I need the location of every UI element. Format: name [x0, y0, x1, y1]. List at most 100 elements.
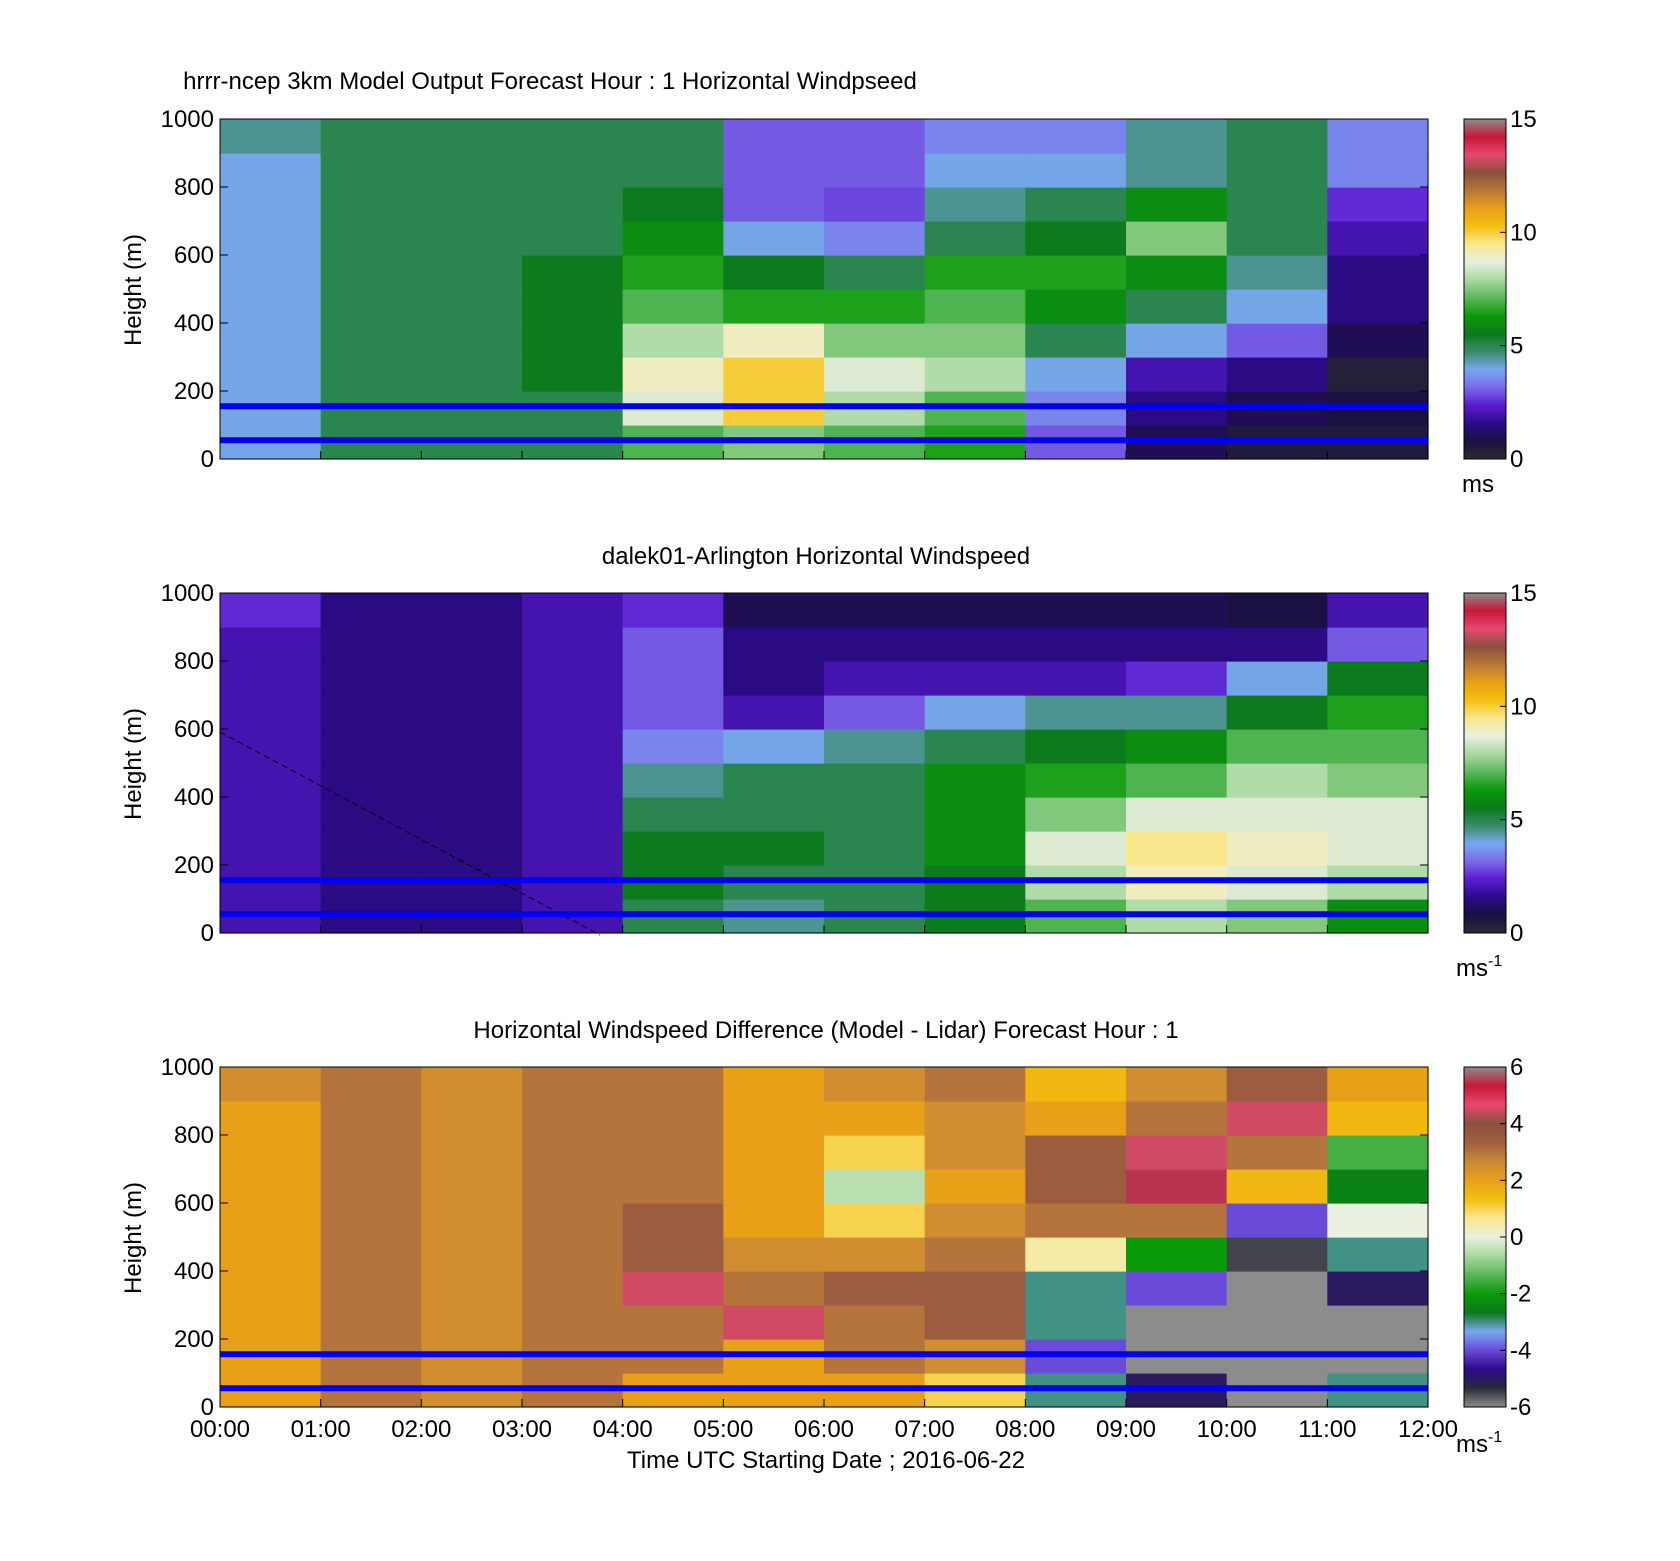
- heatmap-cell: [220, 1101, 322, 1136]
- heatmap-cell: [723, 1135, 825, 1170]
- y-tick-label: 600: [174, 242, 214, 269]
- heatmap-cell: [522, 323, 624, 358]
- heatmap-cell: [1226, 797, 1328, 832]
- heatmap-cell: [320, 187, 422, 222]
- heatmap-cell: [1226, 729, 1328, 764]
- heatmap-cell: [522, 1067, 624, 1102]
- heatmap-cell: [723, 661, 825, 696]
- heatmap-cell: [1327, 357, 1429, 392]
- heatmap-cell: [1126, 831, 1228, 866]
- y-tick-label: 0: [201, 446, 214, 473]
- heatmap-cell: [924, 1237, 1026, 1272]
- heatmap-cell: [320, 119, 422, 154]
- heatmap-cell: [622, 119, 724, 154]
- colorbar-tick-label: -6: [1510, 1394, 1531, 1421]
- heatmap-cell: [421, 797, 523, 832]
- heatmap-cell: [622, 1067, 724, 1102]
- heatmap-cell: [1025, 119, 1127, 154]
- colorbar-tick-label: 2: [1510, 1167, 1523, 1194]
- heatmap-cell: [924, 593, 1026, 628]
- heatmap-cell: [1126, 1305, 1228, 1340]
- heatmap-cell: [723, 221, 825, 256]
- heatmap-cell: [1327, 1271, 1429, 1306]
- heatmap-cell: [1226, 323, 1328, 358]
- colorbar-tick-label: 5: [1510, 807, 1523, 834]
- y-tick-label: 200: [174, 852, 214, 879]
- heatmap-cell: [421, 627, 523, 662]
- heatmap-cell: [220, 831, 322, 866]
- panel-lidar-unit-exp: -1: [1488, 953, 1502, 970]
- panel-model-colorbar-unit: ms: [1462, 471, 1494, 498]
- heatmap-cell: [622, 627, 724, 662]
- heatmap-cell: [622, 1271, 724, 1306]
- heatmap-cell: [622, 153, 724, 188]
- heatmap-cell: [421, 1067, 523, 1102]
- heatmap-cell: [220, 221, 322, 256]
- panel-difference: Horizontal Windspeed Difference (Model -…: [120, 1017, 1531, 1474]
- y-tick-label: 600: [174, 716, 214, 743]
- heatmap-cell: [522, 289, 624, 324]
- heatmap-cell: [622, 1101, 724, 1136]
- y-tick-label: 800: [174, 174, 214, 201]
- heatmap-cell: [1025, 1237, 1127, 1272]
- x-tick-label: 03:00: [492, 1416, 552, 1443]
- panel-difference-unit-base: ms: [1456, 1431, 1488, 1458]
- heatmap-cell: [320, 1135, 422, 1170]
- y-tick-label: 200: [174, 378, 214, 405]
- panel-lidar: dalek01-Arlington Horizontal Windspeed H…: [120, 543, 1537, 982]
- heatmap-cell: [320, 1305, 422, 1340]
- heatmap-cell: [1226, 593, 1328, 628]
- heatmap-cell: [1327, 255, 1429, 290]
- x-tick-label: 04:00: [593, 1416, 653, 1443]
- heatmap-cell: [723, 1305, 825, 1340]
- heatmap-cell: [1126, 119, 1228, 154]
- heatmap-cell: [723, 187, 825, 222]
- y-tick-label: 400: [174, 784, 214, 811]
- heatmap-cell: [1327, 1169, 1429, 1204]
- heatmap-cell: [924, 1135, 1026, 1170]
- panel-lidar-colorbar-ticks: 0 5 10 15: [1500, 580, 1537, 947]
- heatmap-cell: [421, 357, 523, 392]
- y-tick-label: 400: [174, 310, 214, 337]
- heatmap-cell: [1025, 593, 1127, 628]
- heatmap-cell: [421, 729, 523, 764]
- panel-difference-colorbar-ticks: -6 -4 -2 0 2 4 6: [1500, 1054, 1531, 1421]
- heatmap-cell: [421, 763, 523, 798]
- y-tick-label: 800: [174, 1122, 214, 1149]
- panel-difference-xlabel: Time UTC Starting Date ; 2016-06-22: [627, 1447, 1025, 1474]
- panel-model-yticks: 0 200 400 600 800 1000: [161, 106, 1428, 473]
- panel-difference-guide-lines: [220, 1351, 1428, 1392]
- heatmap-cell: [924, 1169, 1026, 1204]
- heatmap-cell: [1226, 627, 1328, 662]
- heatmap-cell: [421, 323, 523, 358]
- heatmap-cell: [421, 593, 523, 628]
- heatmap-cell: [924, 119, 1026, 154]
- heatmap-cell: [924, 627, 1026, 662]
- heatmap-cell: [320, 593, 422, 628]
- x-tick-label: 01:00: [291, 1416, 351, 1443]
- heatmap-cell: [1327, 187, 1429, 222]
- heatmap-cell: [1226, 357, 1328, 392]
- colorbar-tick-label: 4: [1510, 1111, 1523, 1138]
- heatmap-cell: [1327, 729, 1429, 764]
- x-tick-label: 06:00: [794, 1416, 854, 1443]
- heatmap-cell: [220, 187, 322, 222]
- heatmap-cell: [1025, 1135, 1127, 1170]
- y-tick-label: 0: [201, 1394, 214, 1421]
- heatmap-cell: [522, 627, 624, 662]
- heatmap-cell: [924, 1101, 1026, 1136]
- heatmap-cell: [824, 1237, 926, 1272]
- heatmap-cell: [421, 119, 523, 154]
- x-tick-label: 09:00: [1096, 1416, 1156, 1443]
- panel-lidar-unit-base: ms: [1456, 955, 1488, 982]
- heatmap-cell: [1126, 221, 1228, 256]
- heatmap-cell: [723, 831, 825, 866]
- heatmap-cell: [723, 1237, 825, 1272]
- colorbar-tick-label: 15: [1510, 106, 1537, 133]
- heatmap-cell: [622, 255, 724, 290]
- heatmap-cell: [824, 627, 926, 662]
- heatmap-cell: [824, 831, 926, 866]
- heatmap-cell: [622, 593, 724, 628]
- heatmap-cell: [320, 153, 422, 188]
- x-tick-label: 11:00: [1298, 1416, 1356, 1443]
